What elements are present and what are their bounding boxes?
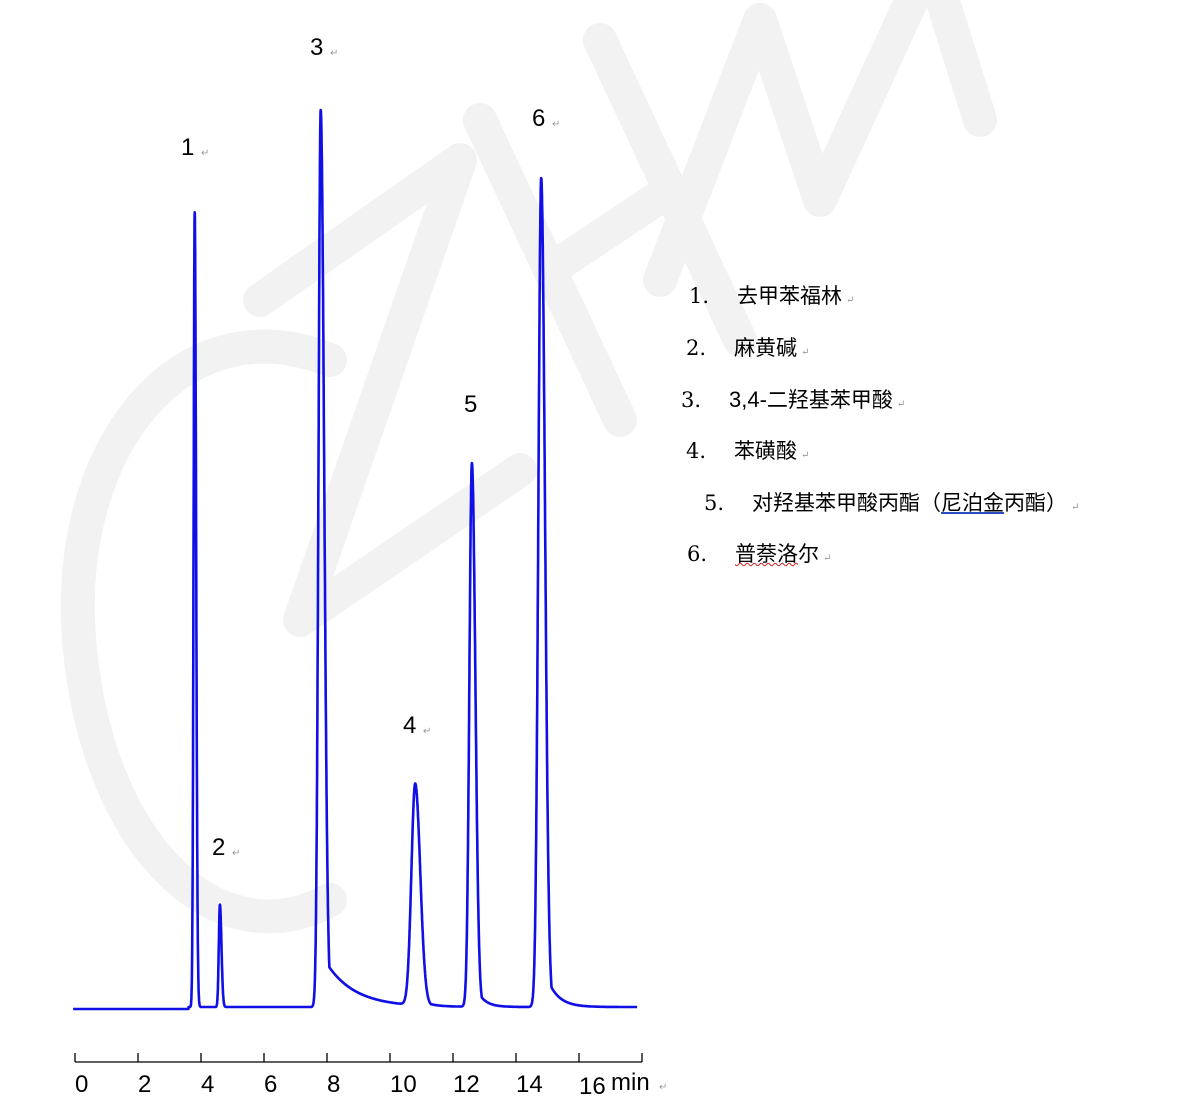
x-axis-ticks: 0 2 4 6 8 10 12 14 16 bbox=[74, 1053, 643, 1100]
watermark-letter-c bbox=[60, 329, 347, 934]
watermark-letter-h bbox=[463, 23, 757, 437]
paragraph-mark-icon: ↵ bbox=[846, 295, 855, 306]
x-tick-label: 8 bbox=[327, 1071, 340, 1098]
legend-name: 对羟基苯甲酸丙酯（ bbox=[752, 491, 941, 515]
x-axis-label: min bbox=[611, 1069, 650, 1096]
x-tick-label: 16 bbox=[579, 1073, 606, 1100]
peak-label-2: 2 bbox=[212, 834, 225, 861]
paragraph-mark-icon: ↵ bbox=[823, 553, 832, 564]
paragraph-mark-icon: ↵ bbox=[423, 726, 431, 737]
legend-item: 2. 麻黄碱 ↵ bbox=[686, 332, 809, 362]
peak-label-4: 4 bbox=[403, 712, 416, 739]
legend-name: 麻黄碱 bbox=[734, 336, 797, 360]
legend-number: 1. bbox=[689, 284, 710, 308]
paragraph-mark-icon: ↵ bbox=[1071, 502, 1080, 513]
x-tick-label: 10 bbox=[390, 1071, 417, 1098]
paragraph-mark-icon: ↵ bbox=[801, 347, 810, 358]
x-tick-label: 12 bbox=[453, 1071, 480, 1098]
legend-number: 4. bbox=[686, 439, 707, 463]
paragraph-mark-icon: ↵ bbox=[896, 399, 906, 410]
legend-item: 6. 普萘洛尔 ↵ bbox=[687, 538, 831, 568]
peak-labels: 1 ↵ 2 ↵ 3 ↵ 4 ↵ 5 6 ↵ bbox=[181, 34, 560, 861]
legend-number: 2. bbox=[686, 336, 707, 360]
x-tick-label: 0 bbox=[75, 1071, 88, 1098]
legend-item: 4. 苯磺酸 ↵ bbox=[686, 435, 809, 465]
watermark-letter-z bbox=[243, 143, 537, 637]
watermark-letter-m bbox=[643, 0, 997, 297]
legend-name-suffix: 尔 bbox=[798, 542, 819, 566]
legend-item: 5. 对羟基苯甲酸丙酯（尼泊金丙酯） ↵ bbox=[704, 487, 1079, 517]
paragraph-mark-icon: ↵ bbox=[232, 848, 240, 859]
peak-label-3: 3 bbox=[310, 34, 323, 61]
legend-name-underlined: 尼泊金 bbox=[941, 491, 1004, 515]
legend-name: 苯磺酸 bbox=[734, 439, 797, 463]
legend-number: 3. bbox=[681, 388, 702, 412]
peak-label-5: 5 bbox=[464, 391, 477, 418]
x-tick-label: 2 bbox=[138, 1071, 151, 1098]
legend-name: 二羟基苯甲酸 bbox=[766, 388, 893, 412]
x-tick-label: 6 bbox=[264, 1071, 277, 1098]
legend-name-suffix: 丙酯） bbox=[1004, 491, 1067, 515]
legend-item: 1. 去甲苯福林 ↵ bbox=[689, 280, 854, 310]
x-tick-label: 4 bbox=[201, 1071, 214, 1098]
legend-item: 3. 3,4-二羟基苯甲酸 ↵ bbox=[681, 384, 905, 414]
chromatogram-trace bbox=[72, 108, 639, 1011]
legend-name-underlined: 普萘洛 bbox=[735, 542, 798, 566]
legend-number: 5. bbox=[704, 491, 725, 515]
paragraph-mark-icon: ↵ bbox=[201, 148, 209, 159]
legend-name: 去甲苯福林 bbox=[737, 284, 842, 308]
paragraph-mark-icon: ↵ bbox=[552, 119, 560, 130]
x-tick-label: 14 bbox=[516, 1071, 543, 1098]
paragraph-mark-icon: ↵ bbox=[801, 450, 810, 461]
paragraph-mark-icon: ↵ bbox=[330, 48, 338, 59]
legend-name-prefix: 3,4- bbox=[729, 387, 767, 412]
legend-number: 6. bbox=[687, 542, 708, 566]
peak-label-1: 1 bbox=[181, 134, 194, 161]
peak-label-6: 6 bbox=[532, 105, 545, 132]
paragraph-mark-icon: ↵ bbox=[659, 1082, 667, 1093]
